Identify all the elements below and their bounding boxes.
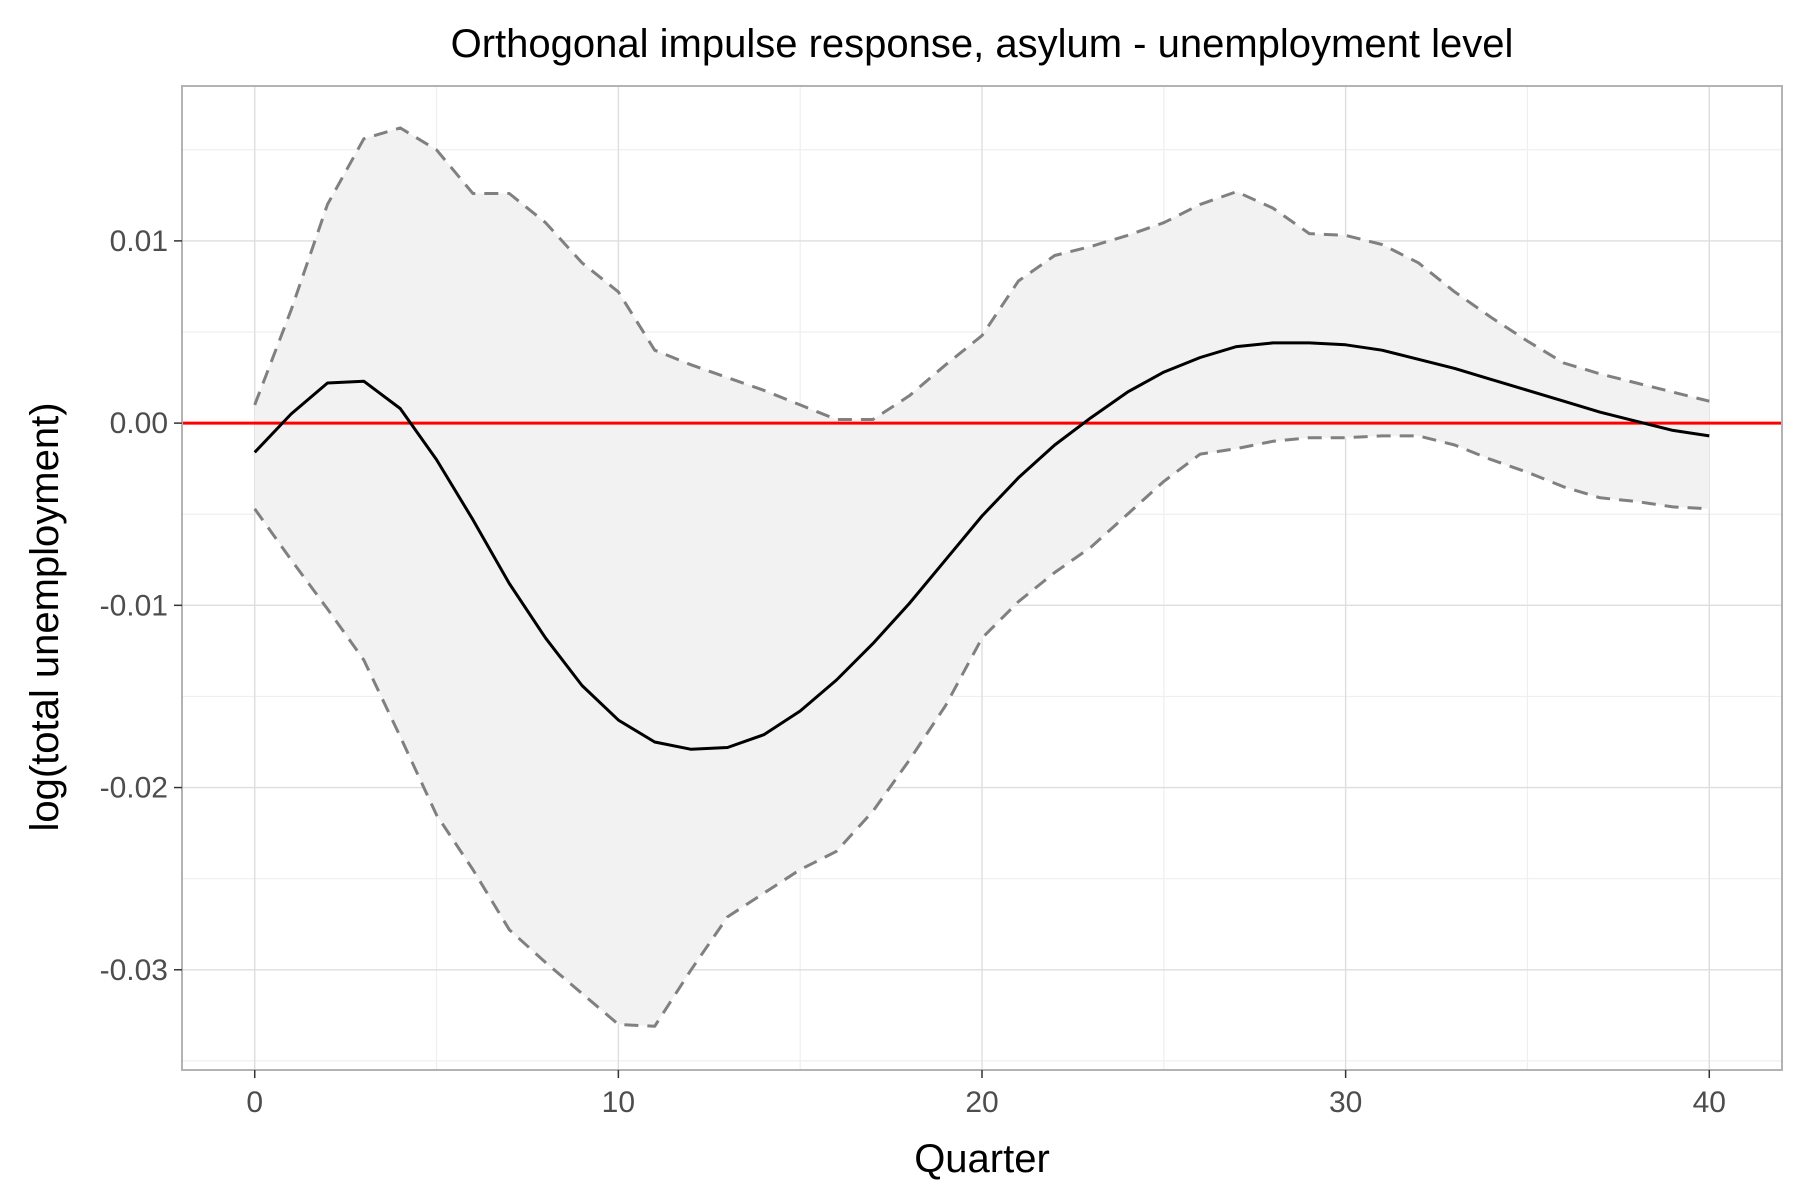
confidence-band — [254, 127, 1710, 1027]
lower-bound-line — [253, 434, 1710, 1028]
y-axis-title: log(total unemployment) — [23, 402, 67, 831]
x-tick-label: 30 — [1329, 1086, 1362, 1119]
chart-title: Orthogonal impulse response, asylum - un… — [451, 22, 1514, 66]
x-tick-label: 10 — [602, 1086, 635, 1119]
impulse-response-line — [253, 341, 1710, 751]
x-tick-label: 20 — [965, 1086, 998, 1119]
x-axis-title: Quarter — [914, 1137, 1050, 1181]
y-tick-label: 0.01 — [110, 225, 168, 258]
plot-area: 0 10 20 30 40 0.01 0.00 -0.01 -0.02 -0.03 — [100, 85, 1783, 1119]
y-tick-label: -0.03 — [100, 954, 168, 987]
y-tick-label: 0.00 — [110, 407, 168, 440]
x-tick-label: 40 — [1693, 1086, 1726, 1119]
y-tick-label: -0.01 — [100, 589, 168, 622]
y-tick-label: -0.02 — [100, 772, 168, 805]
upper-bound-line — [253, 126, 1710, 421]
x-tick-label: 0 — [246, 1086, 263, 1119]
